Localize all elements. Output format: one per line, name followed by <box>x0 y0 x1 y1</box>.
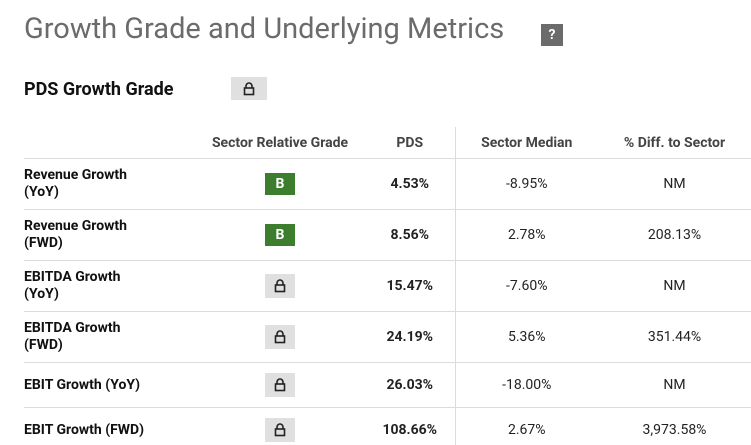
sector-median: -7.60% <box>455 260 598 312</box>
grade-cell <box>195 407 365 445</box>
sector-median: 5.36% <box>455 311 598 363</box>
grade-locked[interactable] <box>265 325 295 349</box>
row: Revenue Growth (FWD) B 8.56% 2.78% 208.13% <box>24 209 751 261</box>
grade-badge: B <box>265 224 295 246</box>
grade-cell: B <box>195 209 365 261</box>
lock-icon <box>243 81 255 95</box>
header-cell <box>24 127 195 159</box>
metric-label: EBIT Growth (FWD) <box>24 407 195 445</box>
grade-badge: B <box>265 173 295 195</box>
header-row: Sector Relative Grade PDS Sector Median % D… <box>24 127 751 159</box>
metric-label: Revenue Growth (FWD) <box>24 209 195 261</box>
grade-cell <box>195 362 365 408</box>
header-cell: Sector Median <box>481 134 573 151</box>
lock-icon <box>274 378 286 392</box>
row: EBIT Growth (YoY) 26.03% -18.00% NM <box>24 362 751 408</box>
sector-median: 2.78% <box>455 209 598 261</box>
row: EBIT Growth (FWD) 108.66% 2.67% 3,973.58% <box>24 407 751 445</box>
diff-to-sector: NM <box>598 158 751 210</box>
diff-to-sector: NM <box>598 362 751 408</box>
pds-value: 26.03% <box>365 362 456 408</box>
lock-icon <box>274 279 286 293</box>
diff-to-sector: 3,973.58% <box>598 407 751 445</box>
pds-value: 8.56% <box>365 209 456 261</box>
grade-cell <box>195 260 365 312</box>
grade-cell <box>195 311 365 363</box>
row: EBITDA Growth (FWD) 24.19% 5.36% 351.44% <box>24 311 751 363</box>
diff-to-sector: 351.44% <box>598 311 751 363</box>
metric-label: EBITDA Growth (FWD) <box>24 311 195 363</box>
grade-cell: B <box>195 158 365 210</box>
pds-value: 15.47% <box>365 260 456 312</box>
pds-value: 24.19% <box>365 311 456 363</box>
header-cell: % Diff. to Sector <box>623 134 726 151</box>
diff-to-sector: 208.13% <box>598 209 751 261</box>
pds-value: 4.53% <box>365 158 456 210</box>
metric-label: EBIT Growth (YoY) <box>24 362 195 408</box>
header-cell: Sector Relative Grade <box>211 134 349 151</box>
metric-label: Revenue Growth (YoY) <box>24 158 195 210</box>
lock-button[interactable] <box>231 77 267 100</box>
pds-value: 108.66% <box>365 407 456 445</box>
header-cell: PDS <box>365 127 456 159</box>
help-button[interactable]: ? <box>541 24 563 46</box>
grade-locked[interactable] <box>265 274 295 298</box>
sector-median: -18.00% <box>455 362 598 408</box>
section-title: PDS Growth Grade <box>24 79 174 100</box>
title: Growth Grade and Underlying Metrics <box>24 12 505 46</box>
metrics-table: Sector Relative Grade PDS Sector Median % D… <box>24 127 751 445</box>
row: Revenue Growth (YoY) B 4.53% -8.95% NM <box>24 158 751 210</box>
diff-to-sector: NM <box>598 260 751 312</box>
grade-locked[interactable] <box>265 373 295 397</box>
grade-locked[interactable] <box>265 418 295 443</box>
sector-median: 2.67% <box>455 407 598 445</box>
row: EBITDA Growth (YoY) 15.47% -7.60% NM <box>24 260 751 312</box>
metric-label: EBITDA Growth (YoY) <box>24 260 195 312</box>
lock-icon <box>274 423 286 437</box>
sector-median: -8.95% <box>455 158 598 210</box>
lock-icon <box>274 330 286 344</box>
